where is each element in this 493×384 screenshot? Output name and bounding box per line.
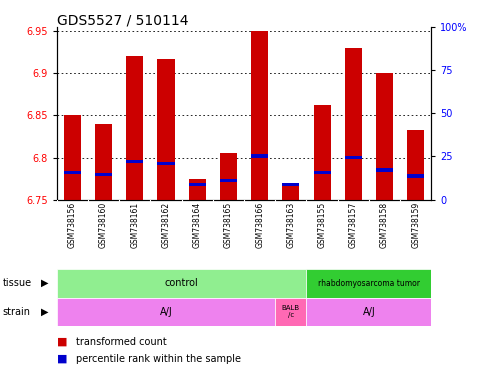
Bar — [95, 124, 112, 200]
Bar — [282, 184, 299, 200]
Bar — [157, 59, 175, 200]
Text: GSM738160: GSM738160 — [99, 202, 108, 248]
Bar — [189, 183, 206, 186]
Bar — [251, 154, 268, 157]
Text: GSM738166: GSM738166 — [255, 202, 264, 248]
Text: rhabdomyosarcoma tumor: rhabdomyosarcoma tumor — [318, 279, 420, 288]
Bar — [407, 174, 424, 178]
Text: GSM738159: GSM738159 — [411, 202, 420, 248]
Text: GSM738158: GSM738158 — [380, 202, 389, 248]
Text: BALB
/c: BALB /c — [282, 306, 300, 318]
Text: ▶: ▶ — [41, 307, 48, 317]
Bar — [407, 130, 424, 200]
Bar — [307, 298, 431, 326]
Bar — [314, 171, 331, 174]
Text: control: control — [165, 278, 199, 288]
Bar — [282, 183, 299, 186]
Text: GSM738164: GSM738164 — [193, 202, 202, 248]
Text: GSM738161: GSM738161 — [130, 202, 139, 248]
Text: ■: ■ — [57, 337, 67, 347]
Text: strain: strain — [2, 307, 31, 317]
Bar — [275, 298, 307, 326]
Text: ▶: ▶ — [41, 278, 48, 288]
Text: transformed count: transformed count — [76, 337, 167, 347]
Bar — [189, 179, 206, 200]
Bar — [95, 173, 112, 176]
Bar — [157, 162, 175, 165]
Text: GSM738162: GSM738162 — [162, 202, 171, 248]
Bar — [376, 73, 393, 200]
Bar — [64, 171, 81, 174]
Text: tissue: tissue — [2, 278, 32, 288]
Text: A/J: A/J — [160, 307, 173, 317]
Text: GDS5527 / 510114: GDS5527 / 510114 — [57, 13, 188, 27]
Text: ■: ■ — [57, 354, 67, 364]
Text: A/J: A/J — [362, 307, 375, 317]
Bar — [345, 48, 362, 200]
Bar — [64, 115, 81, 200]
Bar — [345, 156, 362, 159]
Bar — [220, 153, 237, 200]
Bar — [251, 31, 268, 200]
Bar — [126, 160, 143, 164]
Bar — [220, 179, 237, 182]
Text: GSM738165: GSM738165 — [224, 202, 233, 248]
Text: GSM738157: GSM738157 — [349, 202, 358, 248]
Bar — [314, 105, 331, 200]
Text: percentile rank within the sample: percentile rank within the sample — [76, 354, 242, 364]
Bar — [376, 169, 393, 172]
Bar — [57, 269, 307, 298]
Bar — [307, 269, 431, 298]
Text: GSM738156: GSM738156 — [68, 202, 77, 248]
Bar — [57, 298, 275, 326]
Bar — [126, 56, 143, 200]
Text: GSM738155: GSM738155 — [317, 202, 326, 248]
Text: GSM738163: GSM738163 — [286, 202, 295, 248]
